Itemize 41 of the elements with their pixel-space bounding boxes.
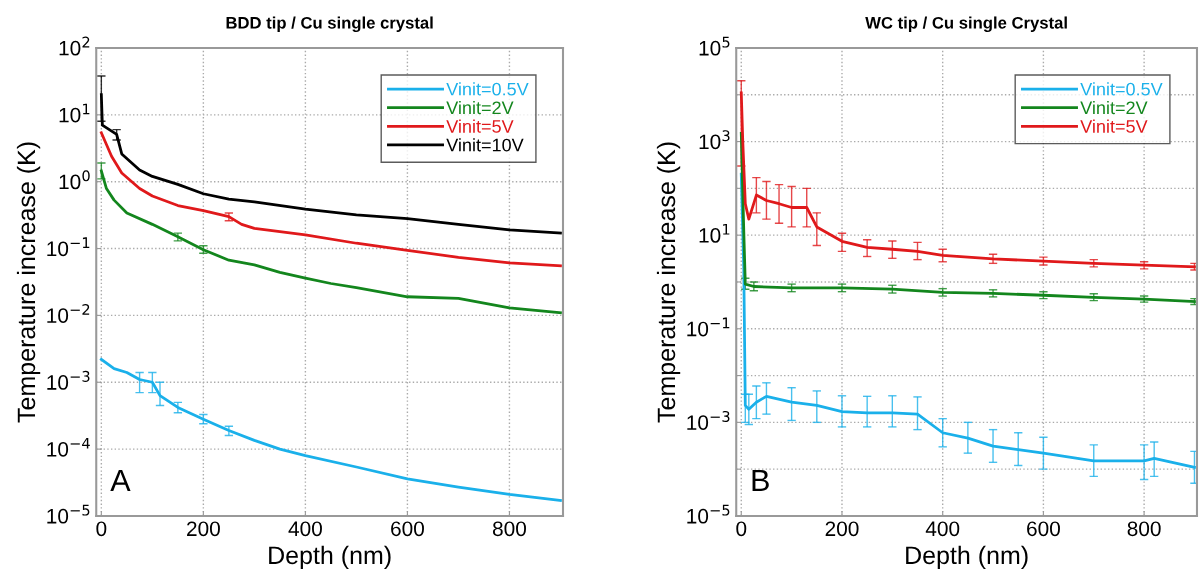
annotation: A: [110, 469, 131, 491]
y-tick-label: 10$^{2}$: [59, 36, 90, 56]
y-axis-title: Temperature increase (K): [16, 142, 41, 423]
x-tick-label: 0: [96, 521, 107, 537]
y-tick-label: 10$^{−1}$: [47, 237, 90, 257]
y-tick-label: 10$^{−4}$: [47, 437, 90, 457]
x-tick-label: 200: [825, 521, 859, 537]
legend-label: Vinit=5V: [1080, 119, 1148, 133]
x-tick-label: 600: [391, 521, 424, 537]
legend-label: Vinit=10V: [446, 138, 524, 152]
y-tick-label: 10$^{1}$: [59, 103, 90, 123]
x-tick-label: 400: [925, 521, 960, 537]
x-tick-label: 800: [492, 521, 527, 537]
y-tick-label: 10$^{0}$: [59, 170, 90, 190]
y-axis-title: Temperature increase (K): [656, 142, 681, 423]
x-tick-label: 200: [187, 521, 220, 537]
legend-label: Vinit=2V: [1080, 100, 1148, 115]
y-tick-label: 10$^{−1}$: [687, 317, 730, 337]
y-tick-label: 10$^{−5}$: [47, 504, 90, 524]
x-tick-label: 400: [288, 521, 322, 537]
y-tick-label: 10$^{5}$: [699, 36, 730, 56]
x-tick-label: 0: [736, 521, 747, 537]
x-axis-title: Depth (nm): [269, 545, 391, 570]
y-tick-label: 10$^{3}$: [699, 130, 730, 150]
legend-label: Vinit=5V: [446, 119, 514, 133]
legend-label: Vinit=0.5V: [446, 82, 529, 96]
legend-label: Vinit=2V: [446, 100, 514, 115]
x-tick-label: 600: [1027, 521, 1060, 537]
y-tick-label: 10$^{−5}$: [687, 504, 730, 524]
x-tick-label: 800: [1127, 521, 1161, 537]
x-axis-title: Depth (nm): [906, 545, 1028, 570]
y-tick-label: 10$^{−3}$: [687, 410, 730, 430]
chart-title: WC tip / Cu single Crystal: [865, 16, 1067, 33]
line-series: [99, 357, 562, 502]
chart-title: BDD tip / Cu single crystal: [226, 16, 433, 33]
y-tick-label: 10$^{−2}$: [47, 303, 90, 323]
y-tick-label: 10$^{−3}$: [47, 370, 90, 390]
line-series: [99, 131, 562, 268]
legend-label: Vinit=0.5V: [1080, 82, 1163, 96]
y-tick-label: 10$^{1}$: [699, 223, 730, 243]
annotation: B: [752, 469, 769, 491]
